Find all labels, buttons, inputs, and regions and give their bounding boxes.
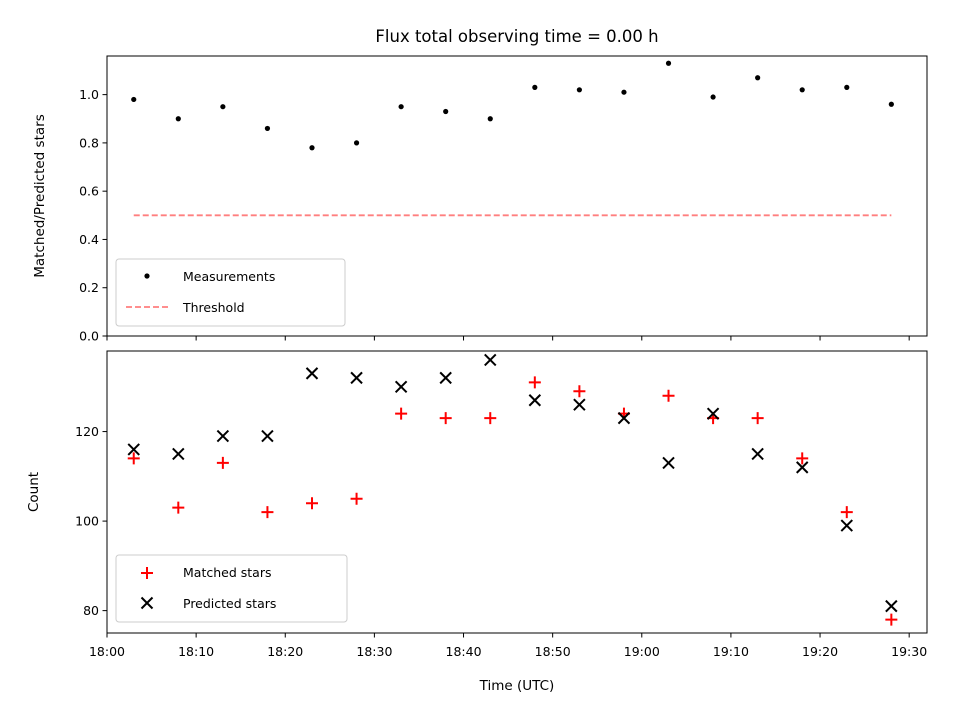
- ratio-y-tick-label: 0.2: [79, 280, 99, 295]
- predicted-star-point: [484, 353, 497, 367]
- count-x-axis: 18:00 18:10 18:20 18:30 18:40 18:50 19:00 19:10…: [89, 633, 927, 659]
- x-tick-label: 18:50: [535, 644, 571, 659]
- x-tick-label: 19:00: [624, 644, 660, 659]
- measurement-point: [532, 84, 538, 90]
- x-tick-label: 19:30: [891, 644, 927, 659]
- measurement-point: [398, 104, 404, 110]
- predicted-star-point: [172, 447, 185, 461]
- ratio-legend: Measurements Threshold: [115, 258, 346, 327]
- predicted-star-point: [840, 519, 853, 532]
- matched-star-point: [573, 385, 586, 398]
- count-y-axis-label: Count: [26, 472, 42, 512]
- x-tick-label: 19:20: [802, 644, 838, 659]
- x-tick-label: 19:10: [713, 644, 749, 659]
- legend-label-threshold: Threshold: [182, 300, 245, 315]
- matched-star-point: [796, 452, 809, 465]
- x-tick-label: 18:10: [178, 644, 214, 659]
- ratio-panel: 0.0 0.2 0.4 0.6 0.8 1.0 Matched/Predicted sta…: [32, 55, 928, 344]
- matched-star-point: [395, 407, 408, 420]
- predicted-star-point: [796, 461, 809, 474]
- predicted-star-point: [305, 367, 319, 380]
- predicted-star-point: [617, 411, 631, 425]
- measurement-point: [755, 75, 761, 81]
- predicted-star-point: [394, 380, 408, 394]
- measurement-point: [353, 140, 360, 146]
- x-tick-label: 18:20: [267, 644, 303, 659]
- predicted-star-point: [751, 447, 764, 461]
- matched-star-point: [172, 501, 185, 514]
- ratio-y-tick-label: 0.6: [79, 184, 99, 199]
- ratio-y-axis: 0.0 0.2 0.4 0.6 0.8 1.0: [79, 87, 107, 344]
- legend-label-predicted-stars: Predicted stars: [183, 596, 276, 611]
- count-y-tick-label: 100: [75, 514, 99, 529]
- ratio-x-axis: [106, 336, 910, 341]
- count-plot-frame: [106, 350, 928, 634]
- predicted-star-point: [216, 429, 230, 443]
- matched-star-point: [528, 376, 541, 389]
- ratio-y-tick-label: 0.4: [79, 232, 99, 247]
- count-legend-frame: [115, 554, 348, 623]
- measurement-point: [888, 101, 894, 107]
- predicted-star-point: [573, 398, 586, 411]
- x-tick-label: 18:30: [356, 644, 392, 659]
- predicted-star-point: [885, 599, 898, 613]
- count-legend: Matched stars Predicted stars: [115, 554, 348, 623]
- count-marks: [127, 353, 898, 626]
- legend-marker-predicted-stars: [140, 596, 154, 610]
- matched-star-point: [306, 497, 318, 510]
- predicted-star-point: [261, 429, 274, 443]
- legend-marker-measurements: [144, 273, 150, 279]
- count-y-tick-label: 120: [75, 424, 99, 439]
- x-axis-label: Time (UTC): [479, 678, 555, 694]
- measurement-point: [131, 96, 137, 103]
- ratio-y-tick-label: 1.0: [79, 87, 99, 102]
- ratio-marks: [131, 60, 894, 217]
- chart-title: Flux total observing time = 0.00 h: [375, 27, 658, 46]
- legend-label-matched-stars: Matched stars: [183, 565, 271, 580]
- matched-star-point: [662, 389, 675, 402]
- ratio-y-axis-label: Matched/Predicted stars: [32, 114, 48, 277]
- measurement-point: [665, 60, 672, 66]
- matched-star-point: [840, 506, 853, 519]
- ratio-y-tick-label: 0.8: [79, 135, 99, 150]
- measurement-point: [264, 125, 271, 132]
- ratio-y-tick-label: 0.0: [79, 329, 99, 344]
- count-y-tick-label: 80: [83, 603, 99, 618]
- measurement-point: [175, 116, 181, 122]
- predicted-star-point: [662, 456, 675, 470]
- matched-star-point: [439, 412, 452, 425]
- measurement-point: [844, 84, 850, 90]
- predicted-star-point: [439, 371, 452, 385]
- legend-label-measurements: Measurements: [183, 269, 275, 284]
- predicted-star-point: [350, 371, 363, 385]
- matched-star-point: [261, 506, 274, 519]
- measurement-point: [443, 108, 449, 115]
- matched-star-point: [127, 452, 140, 465]
- ratio-legend-frame: [115, 258, 346, 327]
- x-tick-label: 18:40: [446, 644, 482, 659]
- measurement-point: [487, 116, 493, 122]
- predicted-star-point: [127, 443, 140, 456]
- measurement-point: [621, 89, 627, 95]
- count-y-axis: 80 100 120: [75, 424, 107, 618]
- measurement-point: [576, 87, 582, 93]
- measurement-point: [710, 94, 716, 100]
- x-tick-label: 18:00: [89, 644, 125, 659]
- matched-star-point: [484, 412, 497, 425]
- ratio-plot-frame: [106, 55, 928, 337]
- matched-star-point: [350, 492, 363, 505]
- predicted-star-point: [706, 407, 720, 420]
- measurement-point: [220, 104, 226, 110]
- matched-star-point: [751, 412, 764, 425]
- measurement-point: [799, 87, 805, 93]
- measurement-point: [309, 145, 315, 151]
- predicted-star-point: [528, 394, 542, 407]
- matched-star-point: [885, 613, 898, 626]
- matched-star-point: [216, 456, 229, 469]
- legend-marker-matched-stars: [141, 567, 153, 579]
